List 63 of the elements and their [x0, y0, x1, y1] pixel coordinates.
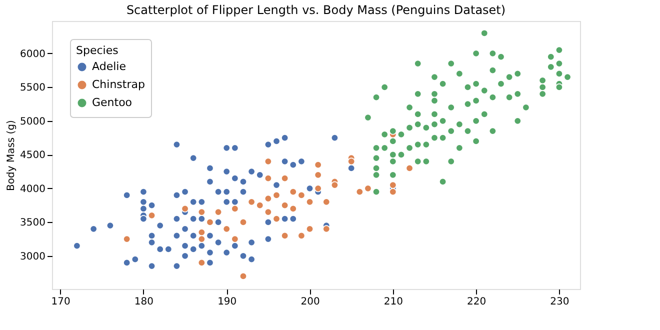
point — [248, 198, 256, 206]
y-tick-label: 4000 — [20, 184, 46, 195]
point — [281, 174, 289, 182]
point — [289, 204, 297, 212]
point — [148, 212, 156, 220]
legend-title: Species — [76, 44, 119, 57]
y-tick-label: 3000 — [20, 251, 46, 262]
point — [272, 215, 280, 223]
point — [330, 181, 338, 189]
point — [314, 184, 322, 192]
point — [198, 208, 206, 216]
point — [239, 272, 247, 280]
y-tick-label: 5000 — [20, 116, 46, 128]
point — [348, 158, 356, 166]
point — [306, 225, 314, 233]
point — [123, 235, 131, 243]
legend-label: Gentoo — [92, 96, 132, 109]
point — [181, 204, 189, 212]
x-tick-label: 170 — [51, 296, 70, 308]
point — [389, 181, 397, 189]
point — [306, 198, 314, 206]
x-tick-label: 190 — [218, 296, 237, 308]
x-tick-label: 200 — [300, 296, 320, 308]
point — [264, 194, 272, 202]
point — [314, 161, 322, 169]
point — [298, 191, 306, 199]
x-tick-label: 230 — [550, 296, 570, 308]
point — [356, 188, 364, 196]
point — [222, 225, 230, 233]
chart-title: Scatterplot of Flipper Length vs. Body Mass (Penguins Dataset) — [126, 3, 506, 17]
legend-label: Adelie — [92, 60, 126, 73]
point — [256, 202, 264, 210]
x-tick-label: 180 — [134, 296, 154, 308]
point — [264, 208, 272, 216]
point — [198, 258, 206, 266]
point — [314, 171, 322, 179]
point — [389, 188, 397, 196]
point — [281, 202, 289, 210]
point — [272, 191, 280, 199]
point — [239, 218, 247, 226]
x-tick-label: 220 — [467, 296, 486, 308]
y-tick-label: 6000 — [20, 48, 46, 60]
point — [206, 218, 214, 226]
x-tick-label: 210 — [384, 296, 403, 308]
point — [198, 228, 206, 236]
point — [264, 174, 272, 182]
point — [231, 204, 239, 212]
point — [298, 232, 306, 240]
point — [264, 158, 272, 166]
point — [322, 198, 330, 206]
y-tick-label: 4500 — [20, 150, 46, 162]
point — [214, 208, 222, 216]
legend-label: Chinstrap — [92, 78, 145, 91]
point — [322, 225, 330, 233]
point — [406, 164, 414, 172]
point — [231, 235, 239, 243]
point — [198, 235, 206, 243]
y-axis-title: Body Mass (g) — [6, 120, 18, 191]
point — [364, 184, 372, 192]
y-tick-label: 5500 — [20, 82, 46, 94]
point — [289, 188, 297, 196]
point — [281, 232, 289, 240]
y-tick-label: 3500 — [20, 218, 46, 229]
